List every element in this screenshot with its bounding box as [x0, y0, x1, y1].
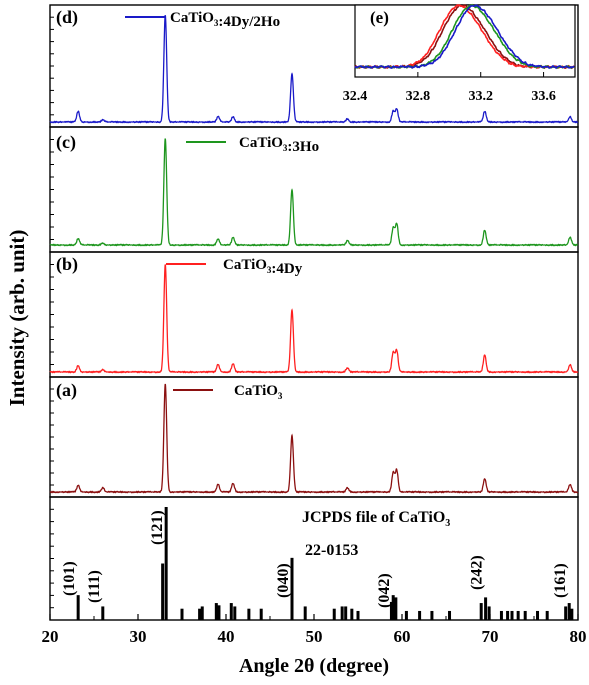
xrd-pattern-a	[49, 383, 579, 494]
xrd-pattern-c	[49, 138, 579, 247]
reference-left-ticks	[50, 508, 54, 609]
x-tick-label: 50	[306, 627, 323, 646]
panel-label-d: (d)	[56, 7, 78, 28]
x-axis-label: Angle 2θ (degree)	[239, 655, 389, 677]
panel-label-a: (a)	[56, 380, 77, 401]
inset-tick-label: 32.4	[343, 89, 368, 104]
reference-number: 22-0153	[305, 542, 358, 559]
panel-label-c: (c)	[56, 132, 76, 153]
legend-text-d: CaTiO3:4Dy/2Ho	[170, 10, 280, 30]
panel-d-left-ticks	[50, 16, 54, 116]
panel-label-b: (b)	[56, 254, 78, 275]
inset-tick-label: 33.6	[531, 89, 556, 104]
hkl-label: (101)	[61, 561, 78, 596]
hkl-label: (042)	[376, 573, 393, 608]
inset-tick-label: 32.8	[406, 89, 431, 104]
panel-frame-a	[49, 376, 579, 498]
legend-text-b: CaTiO3:4Dy	[223, 257, 303, 277]
hkl-label: (242)	[469, 555, 486, 590]
y-axis-label: Intensity (arb. unit)	[5, 230, 29, 407]
panel-b-left-ticks	[50, 264, 54, 365]
x-tick-label: 40	[218, 627, 235, 646]
inset-curve	[354, 4, 575, 70]
legend-text-c: CaTiO3:3Ho	[239, 135, 319, 155]
xrd-pattern-b	[49, 264, 579, 374]
x-tick-label: 80	[570, 627, 587, 646]
x-tick-label: 60	[394, 627, 411, 646]
reference-title: JCPDS file of CaTiO3	[302, 509, 450, 529]
hkl-label: (040)	[275, 563, 292, 598]
inset-frame	[354, 4, 576, 78]
hkl-label: (111)	[86, 570, 103, 603]
panel-frame-b	[49, 251, 579, 378]
hkl-label: (161)	[552, 563, 569, 598]
x-axis-ticks	[49, 614, 579, 620]
legend-text-a: CaTiO3	[234, 383, 283, 401]
inset-tick-label: 33.2	[468, 89, 493, 104]
panel-a-left-ticks	[50, 388, 54, 486]
x-tick-label: 20	[42, 627, 59, 646]
xrd-pattern-d	[49, 15, 579, 124]
x-tick-label: 70	[482, 627, 499, 646]
hkl-label: (121)	[149, 510, 166, 545]
inset-label: (e)	[370, 8, 389, 27]
panel-c-left-ticks	[50, 139, 54, 240]
x-tick-label: 30	[130, 627, 147, 646]
